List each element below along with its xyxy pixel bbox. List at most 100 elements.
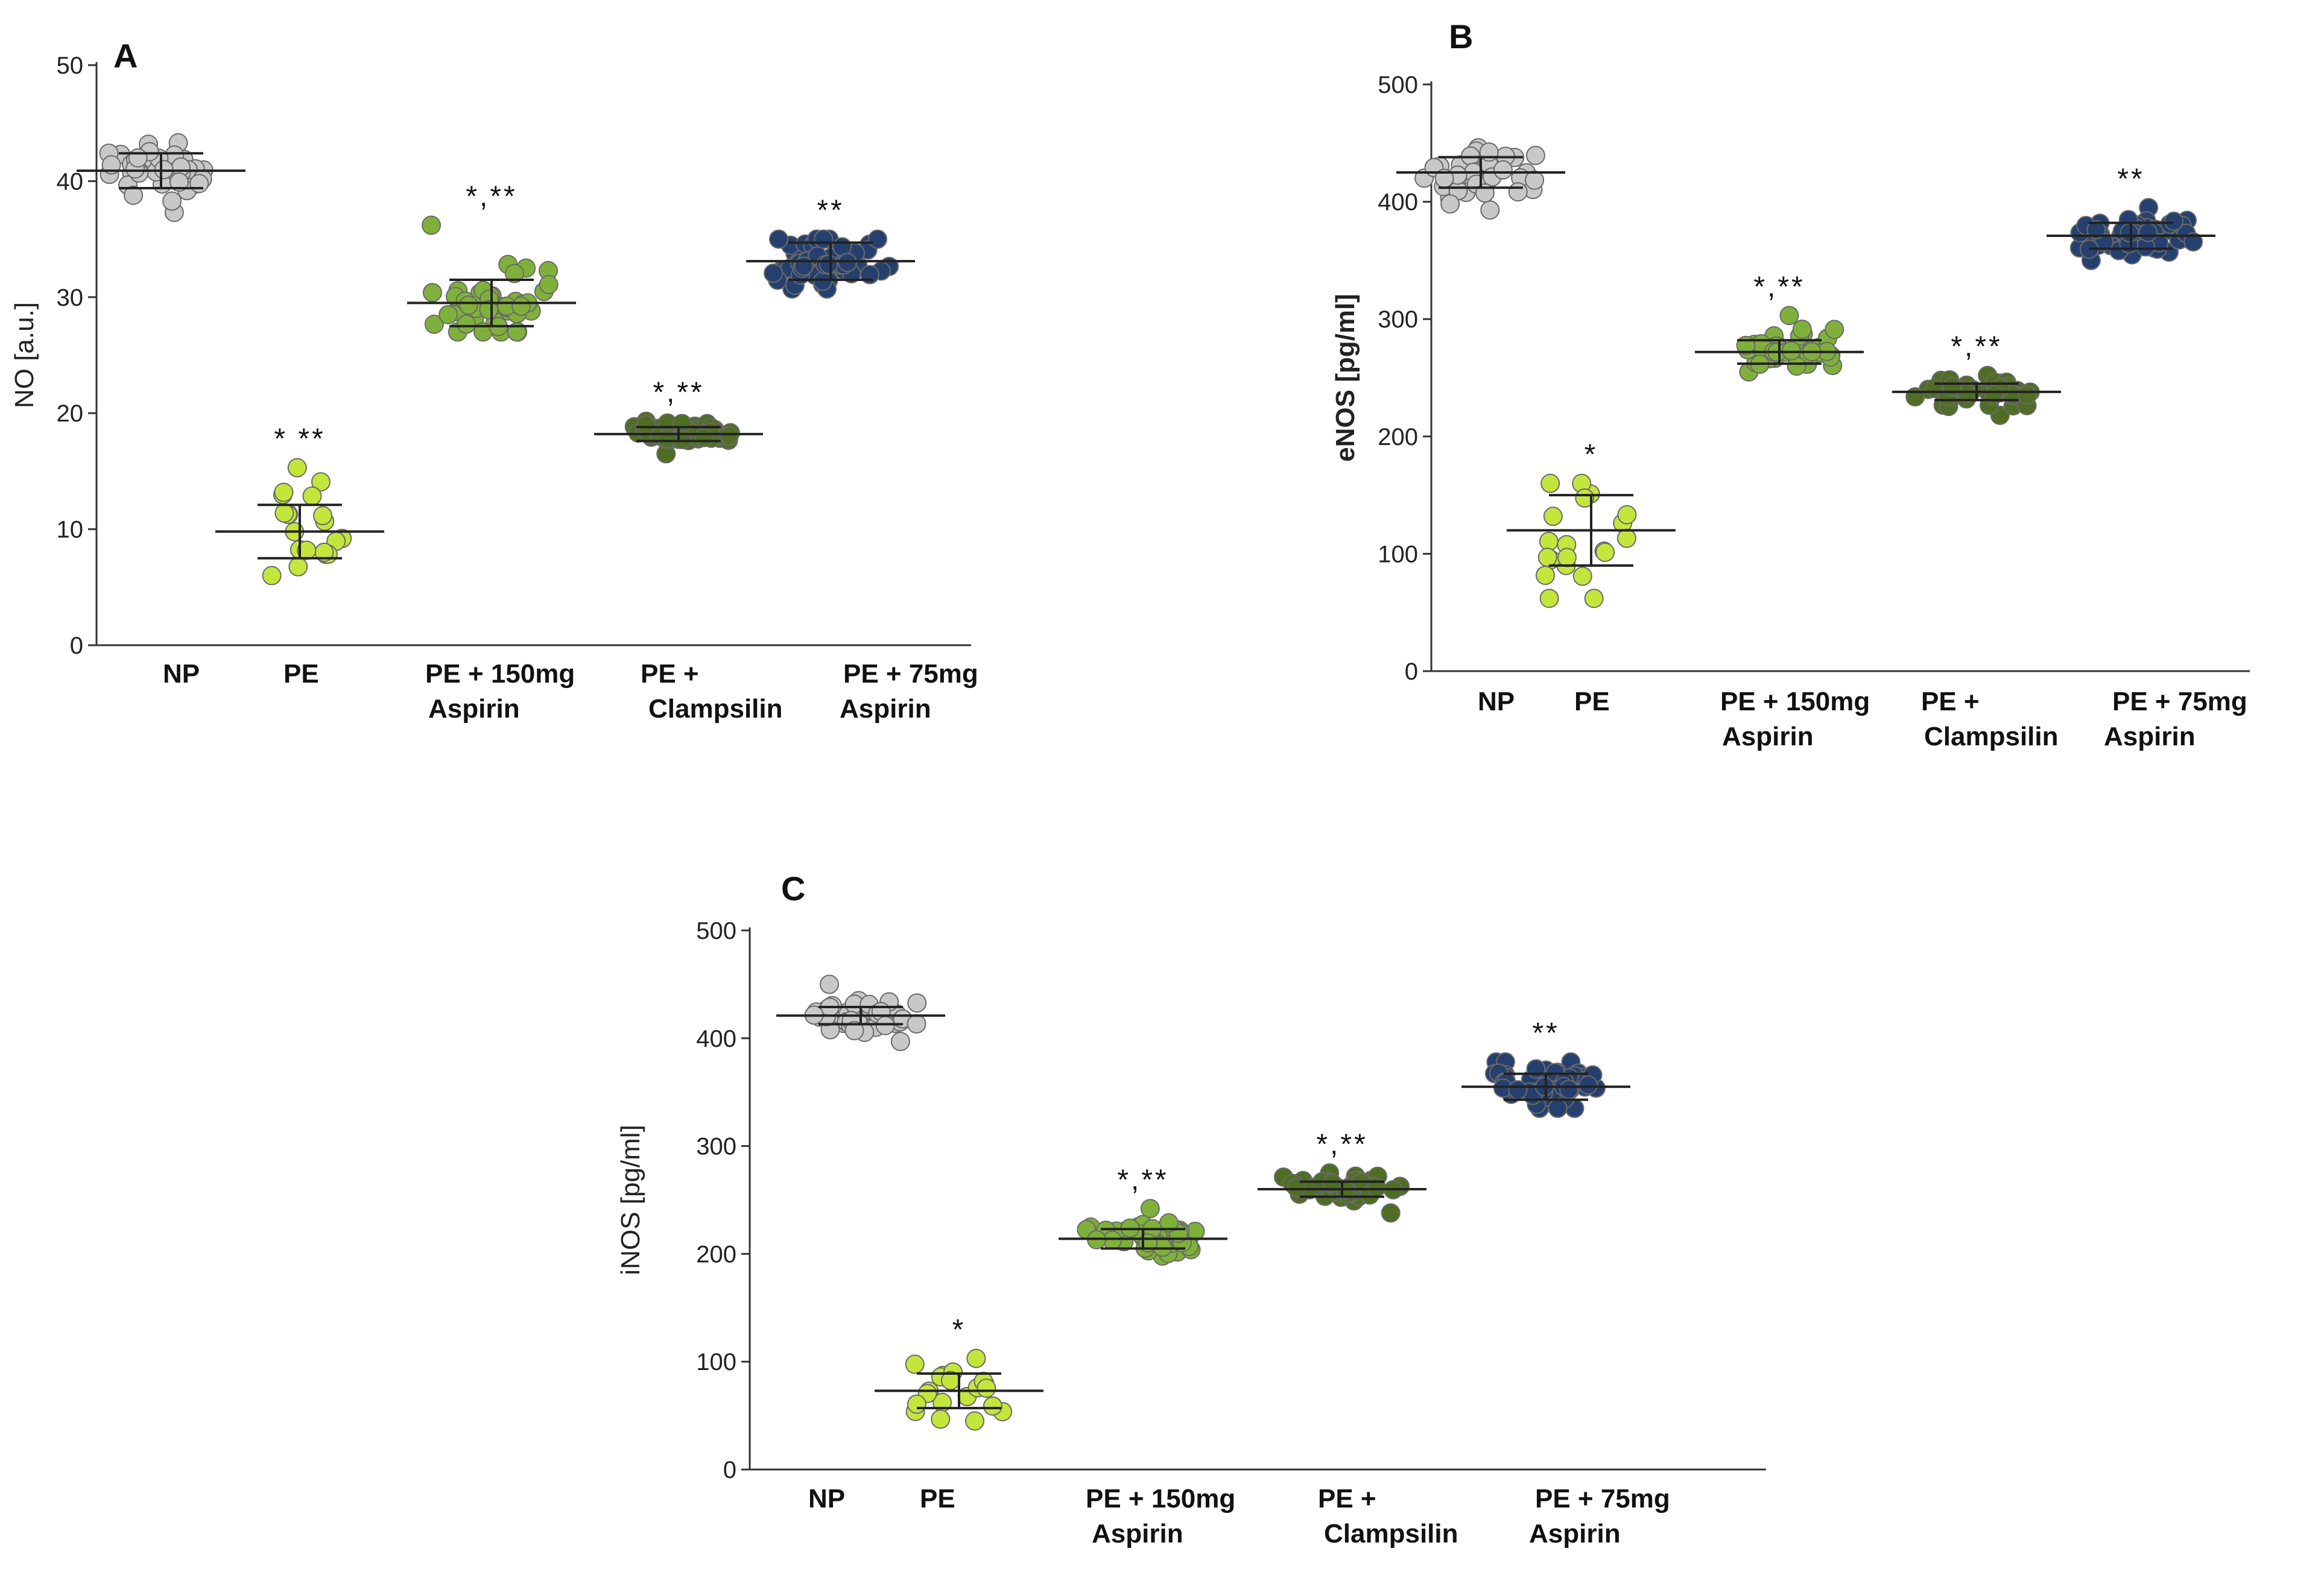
y-tick-label: 40 [57,168,84,195]
category-label: Clampsilin [1924,722,2059,751]
category-label: PE [1574,687,1610,716]
panel-label: A [113,37,138,75]
data-point [1792,319,1812,339]
data-point [1578,1075,1598,1095]
category-label: Aspirin [1092,1519,1183,1548]
data-point [274,482,294,502]
category-label: PE + [1318,1484,1376,1514]
group-0: NP [77,133,245,689]
data-point [1540,473,1560,493]
category-label: NP [163,659,200,689]
group-2: *,** PE + 150mg Aspirin [407,181,576,724]
category-label: Aspirin [840,694,931,724]
significance-annotation: * [1585,439,1598,471]
category-label: PE + [1921,687,1980,716]
category-label: PE + 150mg [1086,1484,1235,1514]
y-tick-label: 50 [57,52,84,79]
data-point [1779,306,1799,326]
group-1: * PE [1507,439,1676,716]
data-point [1539,589,1559,608]
group-3: *,** PE + Clampsilin [1258,1128,1458,1548]
panel-label: B [1449,17,1473,55]
y-tick-label: 400 [1378,189,1418,216]
group-4: ** PE + 75mg Aspirin [2047,163,2247,751]
data-point [1493,160,1513,180]
y-tick-label: 100 [696,1349,736,1375]
y-tick-label: 10 [57,517,84,543]
data-point [819,974,839,994]
data-point [422,215,442,235]
data-point [844,1021,864,1041]
data-point [875,1015,895,1035]
data-point [818,254,838,274]
data-point [1572,566,1592,586]
data-point [439,305,458,324]
data-point [302,486,322,506]
data-point [769,229,789,249]
data-point [1617,505,1637,525]
data-point [424,314,444,334]
group-1: * ** PE [215,423,384,689]
y-tick-label: 300 [696,1134,736,1160]
data-point [907,1394,926,1414]
significance-annotation: *,** [653,377,704,409]
panel-b: 0 100 200 300 400 500 eNOS [pg/ml] B NP * PE *,** PE… [1331,17,2250,751]
data-point [907,993,927,1013]
data-point [539,275,559,295]
data-point [794,256,814,276]
data-point [101,155,121,175]
data-point [890,1032,910,1052]
y-tick-label: 200 [1378,424,1418,450]
data-point [977,1378,996,1398]
y-tick-label: 200 [696,1241,736,1268]
data-point [1575,488,1595,508]
category-label: Aspirin [1529,1519,1621,1548]
panel-a: 0 10 20 30 40 50 NO [a.u.] A NP * ** PE *,** PE + 15… [10,37,978,724]
group-1: * PE [875,1314,1043,1514]
y-tick-label: 100 [1378,541,1418,567]
group-2: *,** PE + 150mg Aspirin [1695,271,1870,751]
data-point [672,414,692,434]
data-point [812,271,832,291]
data-point [311,472,331,492]
data-point [456,314,476,334]
y-tick-label: 0 [1405,658,1418,685]
significance-annotation: *,** [1316,1128,1367,1160]
y-tick-label: 500 [1378,72,1418,98]
data-point [2017,385,2037,405]
data-point [124,185,144,205]
group-4: ** PE + 75mg Aspirin [746,195,978,724]
data-point [287,458,307,478]
data-point [1584,589,1604,608]
category-label: Aspirin [428,694,520,724]
data-point [262,566,282,586]
data-point [1984,385,2004,405]
significance-annotation: *,** [1951,331,2002,363]
data-point [1557,548,1577,567]
y-tick-label: 0 [70,633,83,659]
significance-annotation: *,** [1753,271,1805,303]
data-point [169,172,189,192]
y-tick-label: 0 [723,1457,736,1483]
data-point [764,264,784,283]
significance-annotation: *,** [466,181,517,213]
panel-c: 0 100 200 300 400 500 iNOS [pg/ml] C NP * PE *,** PE… [616,870,1766,1548]
category-label: NP [1478,687,1515,716]
data-point [965,1411,985,1431]
y-tick-label: 30 [57,285,84,311]
data-point [288,557,308,576]
data-point [2164,211,2184,231]
significance-annotation: ** [817,195,844,227]
data-point [719,426,739,446]
group-4: ** PE + 75mg Aspirin [1461,1017,1670,1548]
data-point [2138,223,2158,242]
y-tick-label: 300 [1378,306,1418,333]
data-point [1825,320,1844,339]
data-point [657,429,677,449]
data-point [907,1014,926,1034]
data-point [2183,232,2203,252]
y-axis-label: NO [a.u.] [10,302,39,408]
data-point [2120,223,2139,243]
category-label: PE + 150mg [1720,687,1870,716]
